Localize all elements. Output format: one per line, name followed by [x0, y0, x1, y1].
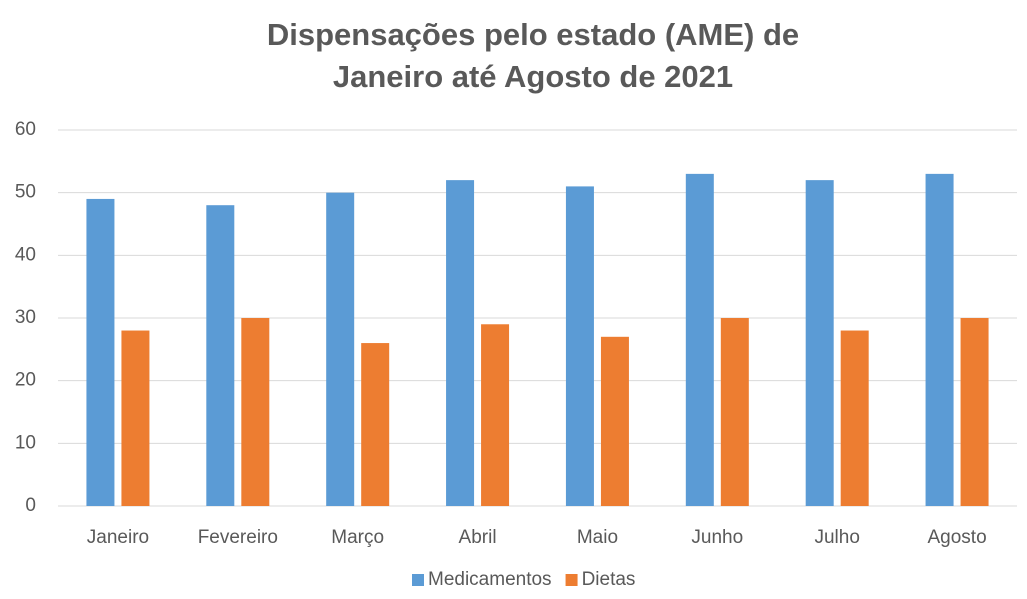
- legend-swatch: [565, 574, 578, 586]
- bar: [326, 192, 355, 506]
- y-tick-label: 30: [15, 307, 36, 328]
- bar: [446, 180, 475, 506]
- bar: [565, 186, 594, 506]
- y-tick-label: 60: [15, 119, 36, 140]
- y-tick-label: 20: [15, 370, 36, 391]
- legend-label: Dietas: [582, 569, 636, 590]
- bar: [206, 205, 235, 506]
- bar: [840, 330, 869, 506]
- y-tick-label: 10: [15, 432, 36, 453]
- legend-label: Medicamentos: [428, 569, 552, 590]
- bar: [600, 336, 629, 506]
- chart-title: Dispensações pelo estado (AME) de: [267, 17, 799, 52]
- x-tick-label: Abril: [459, 527, 497, 548]
- x-tick-label: Março: [331, 527, 384, 548]
- x-tick-label: Julho: [814, 527, 859, 548]
- x-tick-label: Maio: [577, 527, 618, 548]
- y-tick-label: 0: [25, 495, 36, 516]
- bar: [361, 343, 390, 506]
- x-tick-label: Agosto: [927, 527, 986, 548]
- bar: [925, 173, 954, 506]
- bar: [960, 318, 989, 506]
- x-tick-label: Fevereiro: [198, 527, 278, 548]
- bar: [805, 180, 834, 506]
- bar: [685, 173, 714, 506]
- x-tick-label: Janeiro: [87, 527, 149, 548]
- y-tick-label: 50: [15, 182, 36, 203]
- bar: [86, 198, 115, 506]
- bar: [241, 318, 270, 506]
- legend-swatch: [412, 574, 424, 586]
- x-tick-label: Junho: [691, 527, 743, 548]
- bar: [481, 324, 510, 506]
- chart-title: Janeiro até Agosto de 2021: [333, 59, 733, 94]
- bar: [720, 318, 749, 506]
- y-tick-label: 40: [15, 244, 36, 265]
- bar: [121, 330, 150, 506]
